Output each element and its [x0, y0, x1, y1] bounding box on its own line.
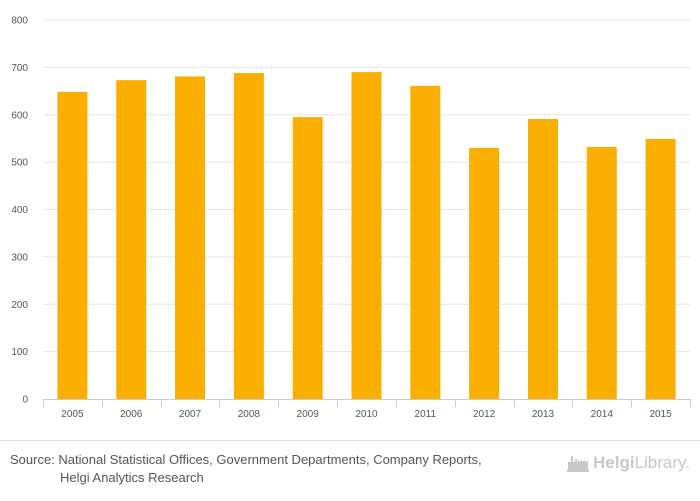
- chart-footer: Source: National Statistical Offices, Go…: [0, 440, 700, 501]
- x-tick-label: 2011: [415, 409, 437, 420]
- bar-2013: [527, 119, 558, 400]
- bar-2015: [645, 138, 676, 399]
- y-tick-label: 600: [11, 110, 28, 121]
- y-tick-label: 400: [11, 205, 28, 216]
- y-tick-label: 200: [11, 300, 28, 311]
- brand-name-rest: Library.: [634, 453, 690, 472]
- bar-2011: [410, 85, 441, 399]
- bar-2006: [116, 80, 147, 399]
- x-tick-label: 2014: [591, 409, 614, 420]
- x-tick-label: 2008: [238, 409, 261, 420]
- y-tick-label: 500: [11, 158, 28, 169]
- bar-2010: [351, 72, 382, 400]
- brand-name-bold: Helgi: [593, 453, 635, 472]
- y-tick-label: 300: [11, 252, 28, 263]
- x-tick-label: 2010: [355, 409, 378, 420]
- x-tick-label: 2009: [297, 409, 320, 420]
- bar-2012: [469, 147, 500, 399]
- y-tick-label: 0: [22, 395, 28, 406]
- bar-2007: [175, 76, 206, 399]
- x-axis: [43, 399, 691, 407]
- x-tick-label: 2006: [120, 409, 143, 420]
- y-axis-labels: 0 100 200 300 400 500 600 700 800: [11, 16, 28, 406]
- x-tick-label: 2012: [473, 409, 496, 420]
- x-axis-labels: 2005 2006 2007 2008 2009 2010 2011 2012 2013 2014…: [61, 409, 672, 420]
- bar-2009: [292, 117, 323, 400]
- x-tick-label: 2015: [649, 409, 672, 420]
- y-tick-label: 100: [11, 347, 28, 358]
- x-tick-label: 2005: [61, 409, 84, 420]
- source-line-1: Source: National Statistical Offices, Go…: [10, 452, 482, 467]
- y-tick-label: 700: [11, 63, 28, 74]
- x-tick-label: 2013: [532, 409, 555, 420]
- brand-logo: HelgiLibrary.: [567, 453, 690, 473]
- bar-2005: [57, 92, 88, 399]
- bar-2014: [586, 146, 617, 399]
- factory-icon: [567, 456, 589, 472]
- source-note: Source: National Statistical Offices, Go…: [10, 451, 550, 487]
- y-tick-label: 800: [11, 16, 28, 27]
- source-line-2: Helgi Analytics Research: [60, 470, 204, 485]
- bars: [57, 72, 676, 400]
- bar-2008: [233, 73, 264, 399]
- x-tick-label: 2007: [179, 409, 202, 420]
